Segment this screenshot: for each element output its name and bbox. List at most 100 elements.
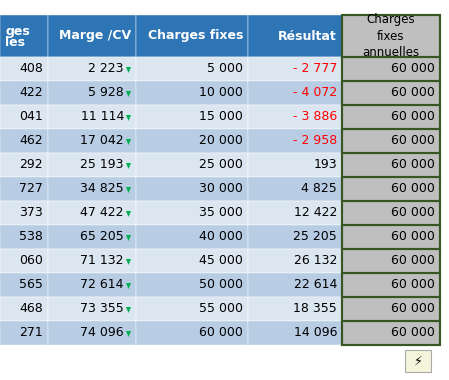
Text: Résultat: Résultat bbox=[278, 30, 337, 43]
Bar bbox=[0, 297, 48, 321]
Bar bbox=[136, 129, 248, 153]
Bar bbox=[342, 57, 440, 81]
Bar bbox=[248, 201, 342, 225]
Bar bbox=[136, 201, 248, 225]
Text: 041: 041 bbox=[19, 111, 43, 124]
Polygon shape bbox=[126, 235, 131, 241]
Text: 462: 462 bbox=[19, 135, 43, 147]
Text: 193: 193 bbox=[313, 158, 337, 171]
Text: 60 000: 60 000 bbox=[199, 326, 243, 339]
Text: les: les bbox=[5, 35, 25, 49]
Bar bbox=[0, 321, 48, 345]
Text: 74 096: 74 096 bbox=[80, 326, 124, 339]
Polygon shape bbox=[126, 331, 131, 337]
Bar bbox=[248, 57, 342, 81]
Bar bbox=[342, 105, 440, 129]
Bar bbox=[342, 273, 440, 297]
Bar bbox=[342, 153, 440, 177]
Bar bbox=[48, 297, 136, 321]
Bar bbox=[248, 129, 342, 153]
Bar bbox=[0, 153, 48, 177]
Bar bbox=[342, 15, 440, 57]
Bar bbox=[48, 177, 136, 201]
Text: 727: 727 bbox=[19, 182, 43, 195]
Text: 65 205: 65 205 bbox=[80, 231, 124, 244]
Text: 25 205: 25 205 bbox=[293, 231, 337, 244]
Text: ges: ges bbox=[5, 25, 30, 38]
Bar bbox=[0, 129, 48, 153]
Bar bbox=[0, 177, 48, 201]
Text: 50 000: 50 000 bbox=[199, 279, 243, 291]
Bar bbox=[48, 273, 136, 297]
Text: 25 193: 25 193 bbox=[80, 158, 124, 171]
Text: 25 000: 25 000 bbox=[199, 158, 243, 171]
Text: 35 000: 35 000 bbox=[199, 206, 243, 220]
Text: 60 000: 60 000 bbox=[391, 231, 435, 244]
Bar bbox=[342, 201, 440, 225]
Text: - 3 886: - 3 886 bbox=[293, 111, 337, 124]
Text: 60 000: 60 000 bbox=[391, 326, 435, 339]
Bar bbox=[342, 153, 440, 177]
Text: 40 000: 40 000 bbox=[199, 231, 243, 244]
Text: 60 000: 60 000 bbox=[391, 111, 435, 124]
Text: 60 000: 60 000 bbox=[391, 87, 435, 100]
Bar bbox=[0, 249, 48, 273]
Bar bbox=[342, 129, 440, 153]
Text: 5 000: 5 000 bbox=[207, 62, 243, 76]
Bar bbox=[136, 81, 248, 105]
Polygon shape bbox=[126, 139, 131, 145]
Bar bbox=[248, 177, 342, 201]
Bar bbox=[342, 321, 440, 345]
Bar bbox=[248, 321, 342, 345]
Bar bbox=[0, 201, 48, 225]
Bar bbox=[342, 225, 440, 249]
Text: 45 000: 45 000 bbox=[199, 255, 243, 268]
Bar bbox=[342, 177, 440, 201]
Text: 55 000: 55 000 bbox=[199, 302, 243, 315]
Bar bbox=[248, 105, 342, 129]
Polygon shape bbox=[126, 259, 131, 265]
Polygon shape bbox=[126, 187, 131, 193]
Bar bbox=[342, 15, 440, 345]
Text: 15 000: 15 000 bbox=[199, 111, 243, 124]
Bar bbox=[136, 57, 248, 81]
Text: 14 096: 14 096 bbox=[294, 326, 337, 339]
Text: 60 000: 60 000 bbox=[391, 279, 435, 291]
Text: 292: 292 bbox=[19, 158, 43, 171]
Bar bbox=[48, 15, 136, 57]
Text: 565: 565 bbox=[19, 279, 43, 291]
Text: 71 132: 71 132 bbox=[80, 255, 124, 268]
Bar bbox=[342, 57, 440, 81]
Text: Charges fixes: Charges fixes bbox=[148, 30, 243, 43]
Text: 060: 060 bbox=[19, 255, 43, 268]
Bar bbox=[342, 321, 440, 345]
Text: ⚡: ⚡ bbox=[414, 355, 423, 367]
Text: 60 000: 60 000 bbox=[391, 255, 435, 268]
Text: 373: 373 bbox=[19, 206, 43, 220]
Bar bbox=[248, 297, 342, 321]
Polygon shape bbox=[126, 115, 131, 121]
Bar bbox=[248, 225, 342, 249]
Bar bbox=[0, 81, 48, 105]
Text: 60 000: 60 000 bbox=[391, 135, 435, 147]
Text: 408: 408 bbox=[19, 62, 43, 76]
Text: - 4 072: - 4 072 bbox=[293, 87, 337, 100]
Polygon shape bbox=[126, 67, 131, 73]
Text: 26 132: 26 132 bbox=[294, 255, 337, 268]
Text: 60 000: 60 000 bbox=[391, 158, 435, 171]
Text: - 2 777: - 2 777 bbox=[293, 62, 337, 76]
Bar bbox=[0, 15, 48, 57]
Bar bbox=[342, 297, 440, 321]
Bar bbox=[48, 129, 136, 153]
Bar bbox=[136, 249, 248, 273]
Text: 17 042: 17 042 bbox=[80, 135, 124, 147]
Text: 11 114: 11 114 bbox=[81, 111, 124, 124]
Bar bbox=[405, 350, 431, 372]
Text: 10 000: 10 000 bbox=[199, 87, 243, 100]
Text: Charges
fixes
annuelles: Charges fixes annuelles bbox=[362, 14, 419, 59]
Text: 60 000: 60 000 bbox=[391, 206, 435, 220]
Bar bbox=[136, 153, 248, 177]
Bar bbox=[48, 249, 136, 273]
Bar bbox=[342, 129, 440, 153]
Bar bbox=[136, 177, 248, 201]
